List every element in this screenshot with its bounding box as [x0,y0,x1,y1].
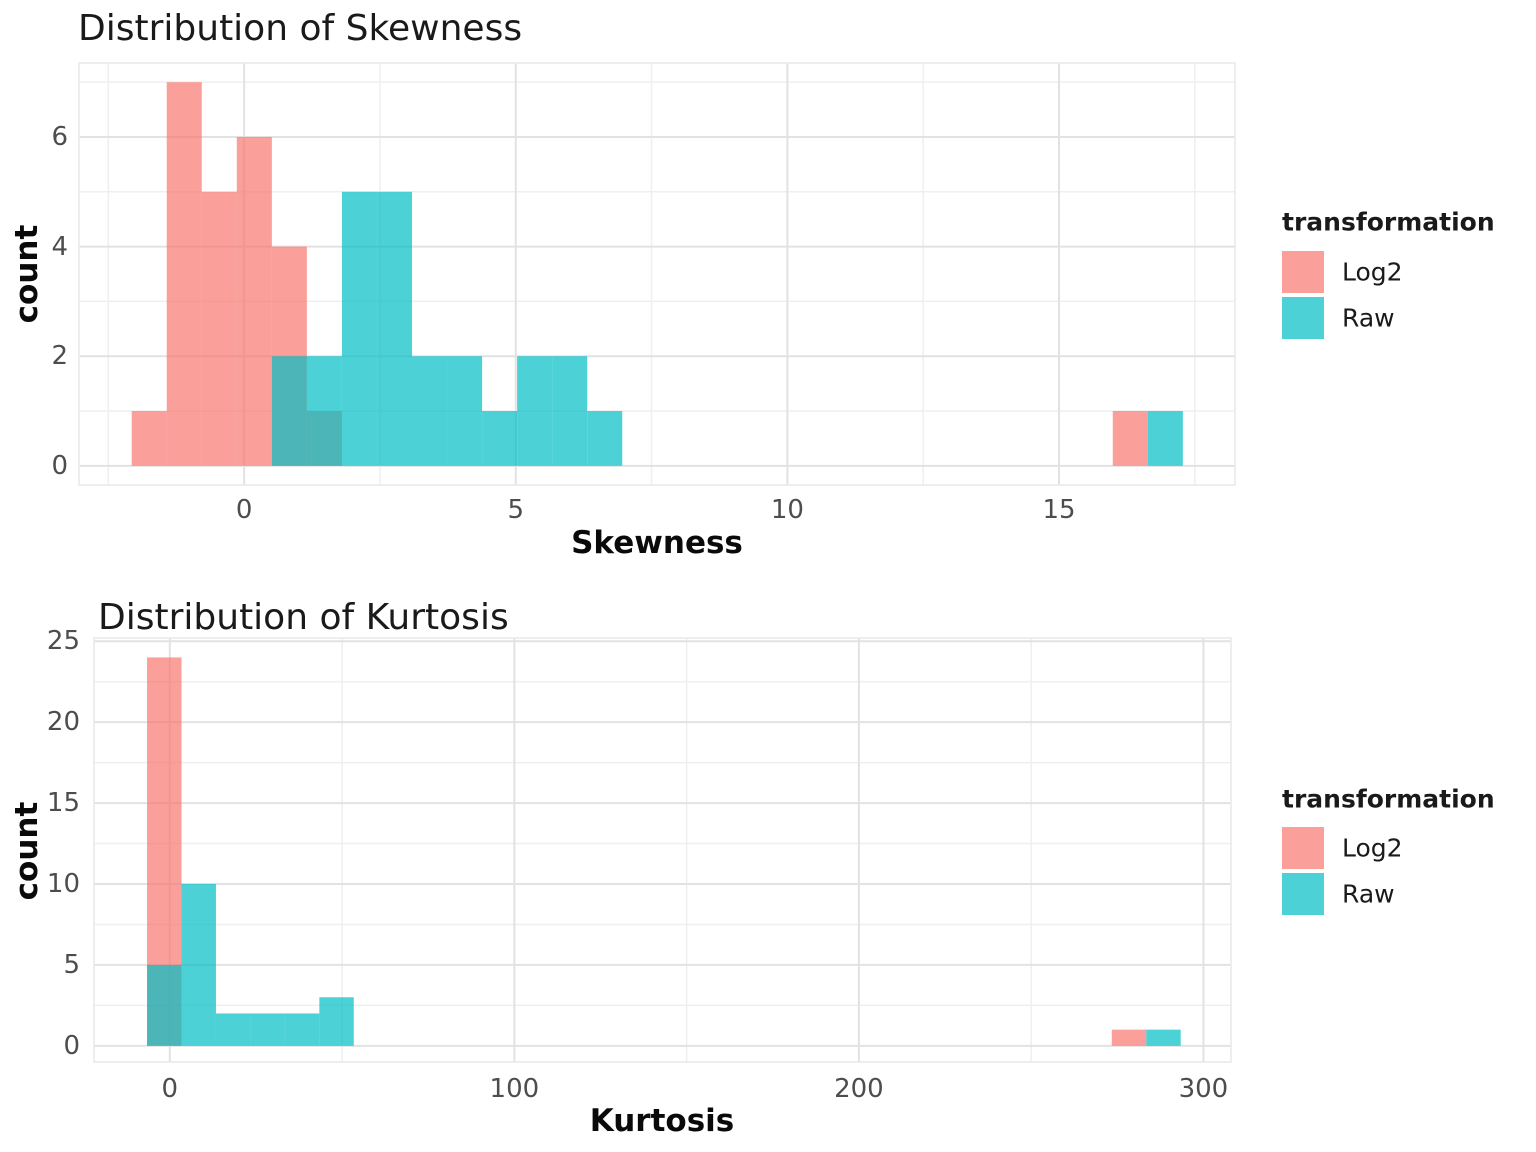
histogram-bar-raw [1146,1029,1181,1046]
histogram-bar-raw [319,997,354,1046]
kurtosis-x-axis-title: Kurtosis [589,1103,735,1139]
panel-border [78,62,1236,486]
histogram-bar-raw [517,356,553,466]
y-tick-label: 2 [51,341,68,372]
x-tick-label: 300 [1178,1074,1229,1104]
legend-title-transformation: transformation [1282,207,1495,237]
legend-label-raw: Raw [1342,879,1395,909]
histogram-bar-raw [147,964,182,1046]
y-tick-label: 6 [51,121,68,152]
y-tick-label: 15 [46,788,80,819]
histogram-bar-raw [271,356,307,466]
skewness-chart-title: Distribution of Skewness [78,8,523,49]
y-tick-label: 4 [51,231,68,262]
x-tick-label: 200 [834,1074,884,1104]
y-tick-label: 20 [46,707,80,738]
histogram-bar-raw [376,191,413,466]
histogram-bar-log2 [131,411,167,466]
histogram-bar-log2 [1112,411,1148,466]
histogram-bar-raw [215,1013,251,1046]
x-tick-label: 5 [507,495,525,525]
y-tick-label: 10 [46,868,80,899]
histogram-bar-log2 [236,136,272,466]
histogram-bar-raw [482,411,518,466]
histogram-bar-raw [412,356,448,466]
histogram-bar-raw [341,191,377,466]
histogram-bar-raw [587,411,623,466]
x-tick-label: 100 [489,1074,540,1104]
x-tick-label: 15 [1042,495,1076,525]
histogram-bar-raw [1147,411,1183,466]
legend-swatch-log2 [1282,827,1324,869]
histogram-bar-log2 [1111,1029,1147,1046]
histogram-bar-raw [552,356,588,466]
x-tick-label: 10 [770,495,804,525]
y-tick-label: 0 [51,450,68,481]
legend-label-raw: Raw [1342,303,1395,333]
legend-swatch-raw [1282,297,1324,339]
histogram-bar-raw [181,883,216,1046]
histogram-bar-raw [306,356,342,466]
x-tick-label: 0 [235,495,253,525]
x-tick-label: 0 [161,1074,179,1104]
kurtosis-chart-title: Distribution of Kurtosis [98,597,509,638]
legend-swatch-log2 [1282,251,1324,293]
histogram-bar-raw [447,356,483,466]
histogram-bar-log2 [201,191,237,466]
histogram-bar-raw [250,1013,285,1046]
y-tick-label: 0 [63,1030,80,1061]
histogram-bar-raw [284,1013,320,1046]
legend-swatch-raw [1282,873,1324,915]
legend-label-log2: Log2 [1342,257,1403,287]
legend-title-transformation: transformation [1282,784,1495,814]
histogram-bar-log2 [166,82,202,466]
y-tick-label: 5 [63,949,80,980]
legend-label-log2: Log2 [1342,833,1403,863]
panel-border [93,637,1232,1063]
y-tick-label: 25 [46,626,80,657]
skewness-x-axis-title: Skewness [571,525,743,561]
